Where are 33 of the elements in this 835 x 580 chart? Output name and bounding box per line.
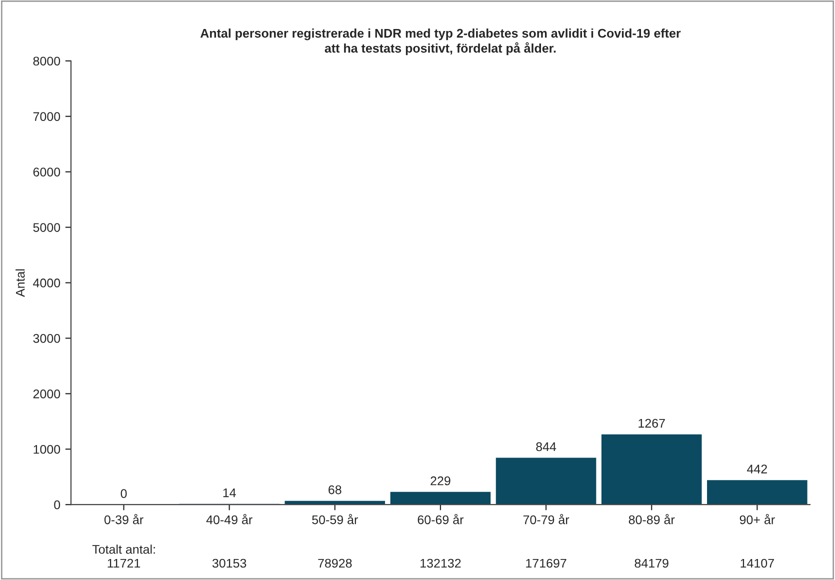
y-tick-label: 2000: [33, 389, 60, 398]
text: 14107: [740, 558, 774, 568]
y-tick-label: 5000: [33, 223, 60, 232]
text: 78928: [318, 558, 352, 568]
text: 30153: [212, 558, 246, 568]
data-label: 68: [328, 485, 342, 494]
x-tick-label: 80-89 år: [628, 514, 675, 524]
y-axis-title: Antal: [16, 269, 25, 297]
text: Totalt antal:: [92, 544, 155, 554]
data-label: 0: [120, 489, 127, 498]
y-tick-label: 6000: [33, 168, 60, 176]
x-tick-label: 60-69 år: [418, 514, 464, 524]
text: 11721: [108, 558, 140, 568]
data-label: 14: [223, 488, 236, 498]
data-label: 1267: [638, 418, 665, 428]
y-tick-label: 0: [54, 500, 60, 510]
text: 132132: [420, 558, 461, 568]
x-tick-label: 90+ år: [740, 514, 775, 524]
x-tick-label: 0-39 år: [104, 514, 144, 524]
text: 171697: [526, 558, 566, 568]
y-tick-label: 8000: [33, 56, 60, 66]
data-label: 442: [747, 464, 767, 474]
x-tick-label: 70-79 år: [523, 514, 570, 524]
chart-title: Antal personer registrerade i NDR med typ 2-diabetes som avlidit i Covid-19 efter att ha testats positivt, fördelat på ålder.: [200, 28, 681, 56]
y-tick-label: 1000: [34, 444, 60, 454]
text: 84179: [634, 558, 668, 568]
y-tick-label: 3000: [33, 334, 60, 343]
y-tick-label: 4000: [33, 278, 60, 288]
y-tick-label: 7000: [33, 112, 60, 122]
x-tick-label: 50-59 år: [312, 514, 358, 524]
data-label: 844: [536, 442, 556, 452]
x-tick-label: 40-49 år: [206, 514, 252, 524]
data-label: 229: [430, 476, 450, 486]
